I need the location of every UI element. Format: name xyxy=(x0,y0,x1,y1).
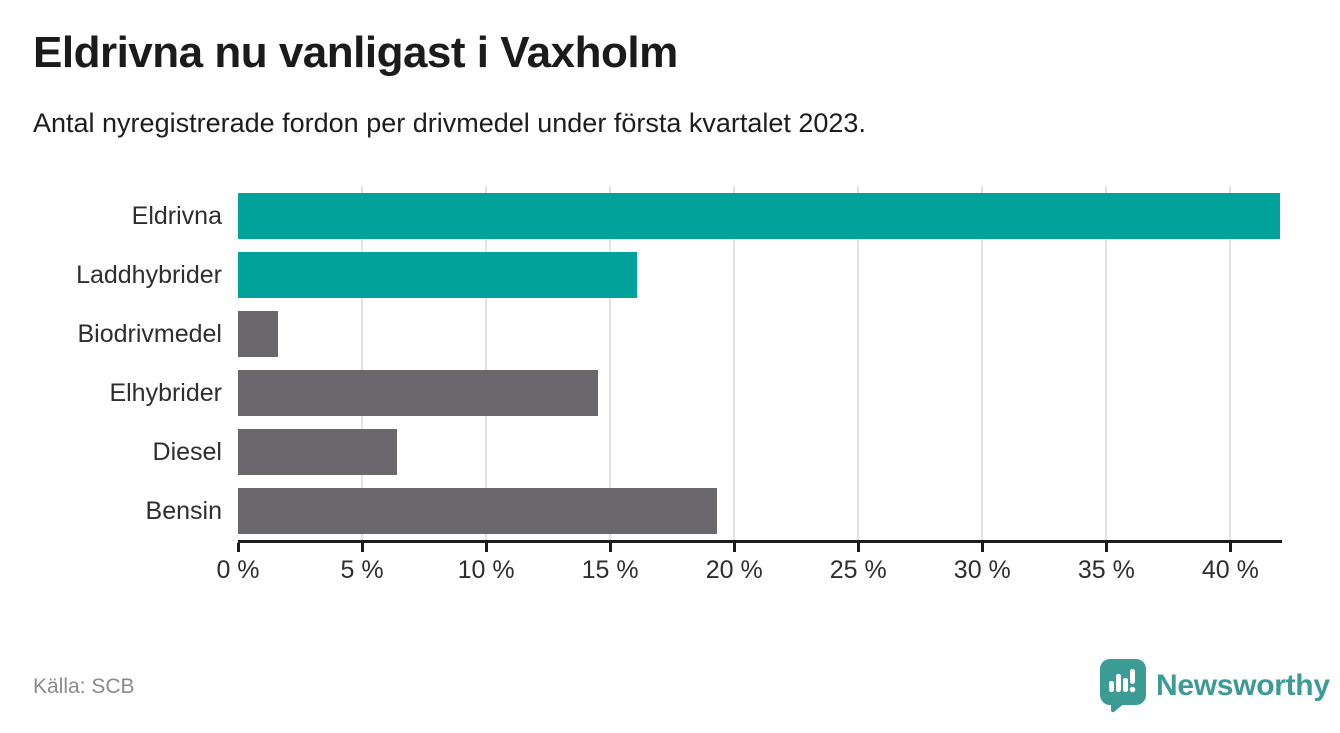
gridline-25-percent xyxy=(857,186,860,540)
x-tick-label-10: 10 % xyxy=(457,556,515,584)
x-tick-35 xyxy=(1104,543,1108,552)
brand-label: Newsworthy xyxy=(1156,668,1330,702)
category-label-eldrivna: Eldrivna xyxy=(131,201,222,230)
category-label-biodrivmedel: Biodrivmedel xyxy=(77,319,222,348)
x-tick-label-35: 35 % xyxy=(1077,556,1135,584)
gridline-15-percent xyxy=(609,186,612,540)
x-tick-label-30: 30 % xyxy=(953,556,1011,584)
x-tick-label-5: 5 % xyxy=(340,556,384,584)
category-label-diesel: Diesel xyxy=(152,437,222,466)
bar-laddhybrider xyxy=(238,251,638,298)
gridline-40-percent xyxy=(1229,186,1232,540)
newsworthy-icon xyxy=(1100,659,1146,713)
x-tick-label-40: 40 % xyxy=(1201,556,1259,584)
chart-title: Eldrivna nu vanligast i Vaxholm xyxy=(33,28,678,77)
x-axis: 0 % 5 % 10 % 15 % 20 % 25 % 30 % 35 % 40 % xyxy=(216,543,1280,593)
x-tick-label-0: 0 % xyxy=(216,556,260,584)
x-tick-label-20: 20 % xyxy=(705,556,763,584)
x-tick-25 xyxy=(856,543,860,552)
gridline-20-percent xyxy=(733,186,736,540)
x-tick-15 xyxy=(608,543,612,552)
bar-diesel xyxy=(238,428,397,475)
x-tick-label-15: 15 % xyxy=(581,556,639,584)
category-label-elhybrider: Elhybrider xyxy=(109,378,222,407)
newsworthy-logo[interactable]: Newsworthy xyxy=(1099,658,1330,713)
category-label-bensin: Bensin xyxy=(145,496,222,525)
x-tick-10 xyxy=(484,543,488,552)
gridline-5-percent xyxy=(361,186,364,540)
source-label: Källa: SCB xyxy=(33,675,135,698)
bar-eldrivna xyxy=(238,192,1280,239)
y-axis-labels: Eldrivna Laddhybrider Biodrivmedel Elhybrid… xyxy=(0,186,222,540)
x-tick-40 xyxy=(1228,543,1232,552)
gridline-35-percent xyxy=(1105,186,1108,540)
bar-elhybrider xyxy=(238,369,598,416)
gridline-30-percent xyxy=(981,186,984,540)
x-tick-0 xyxy=(236,543,240,552)
gridline-10-percent xyxy=(485,186,488,540)
bar-biodrivmedel xyxy=(238,310,278,357)
x-axis-line xyxy=(238,540,1282,543)
x-tick-30 xyxy=(980,543,984,552)
category-label-laddhybrider: Laddhybrider xyxy=(76,260,222,289)
chart-subtitle: Antal nyregistrerade fordon per drivmede… xyxy=(33,108,866,138)
bar-bensin xyxy=(238,487,717,534)
plot-area xyxy=(238,186,1280,540)
x-tick-20 xyxy=(732,543,736,552)
x-tick-5 xyxy=(360,543,364,552)
x-tick-label-25: 25 % xyxy=(829,556,887,584)
